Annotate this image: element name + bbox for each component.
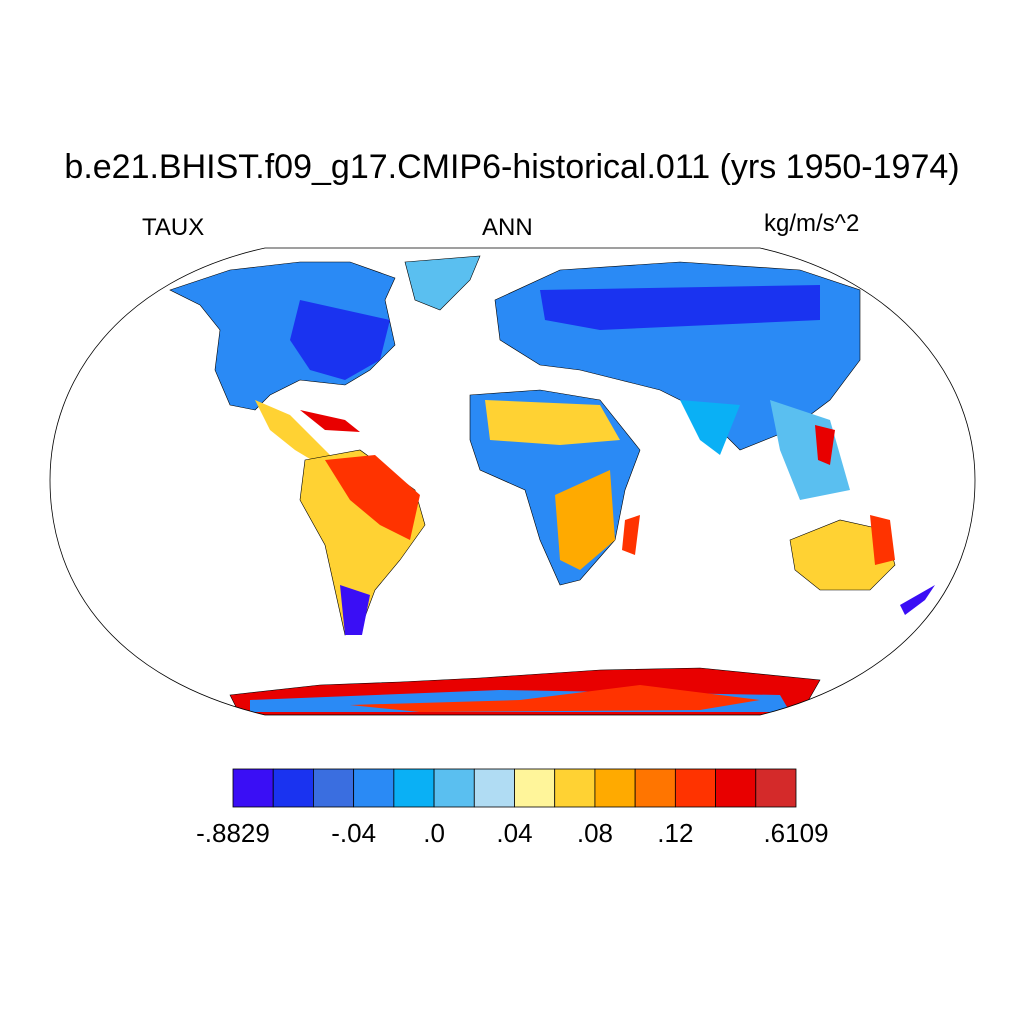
units-label: kg/m/s^2	[764, 210, 860, 237]
central-america	[255, 400, 335, 465]
colorbar-tick-label: .08	[576, 818, 613, 848]
australia-land	[789, 519, 896, 591]
colorbar-tick-label: .6109	[763, 818, 829, 848]
caribbean	[300, 410, 360, 432]
colorbar-box	[272, 768, 314, 808]
colorbar-box	[514, 768, 556, 808]
variable-label: TAUX	[142, 214, 205, 241]
north-america-east	[290, 300, 390, 380]
colorbar-box	[353, 768, 395, 808]
colorbar-tick-label: .0	[423, 818, 445, 848]
plot-title: b.e21.BHIST.f09_g17.CMIP6-historical.011…	[64, 148, 960, 186]
southern-africa	[555, 470, 615, 570]
colorbar-box	[715, 768, 757, 808]
india	[680, 400, 740, 455]
colorbar-box	[554, 768, 596, 808]
colorbar-box	[634, 768, 676, 808]
southeast-asia	[770, 400, 850, 500]
colorbar-box	[755, 768, 797, 808]
new-zealand	[900, 585, 935, 615]
season-label: ANN	[482, 214, 533, 241]
colorbar-tick-label: .04	[496, 818, 533, 848]
antarctica-band	[350, 685, 760, 712]
colorbar-box	[473, 768, 515, 808]
colorbar-tick-label: -.04	[331, 818, 377, 848]
colorbar	[232, 768, 797, 808]
colorbar-box	[393, 768, 435, 808]
map-boundary	[49, 247, 976, 716]
greenland	[404, 255, 481, 311]
sahara	[485, 400, 620, 445]
siberia	[540, 285, 820, 330]
colorbar-box	[674, 768, 716, 808]
colorbar-box	[313, 768, 355, 808]
south-america-north	[325, 455, 420, 540]
madagascar	[622, 515, 640, 555]
south-america-south	[340, 585, 370, 635]
colorbar-box	[433, 768, 475, 808]
colorbar-box	[232, 768, 274, 808]
colorbar-tick-label: -.8829	[196, 818, 270, 848]
colorbar-box	[594, 768, 636, 808]
philippines	[815, 425, 835, 465]
colorbar-tick-label: .12	[657, 818, 694, 848]
australia-east	[870, 515, 895, 565]
